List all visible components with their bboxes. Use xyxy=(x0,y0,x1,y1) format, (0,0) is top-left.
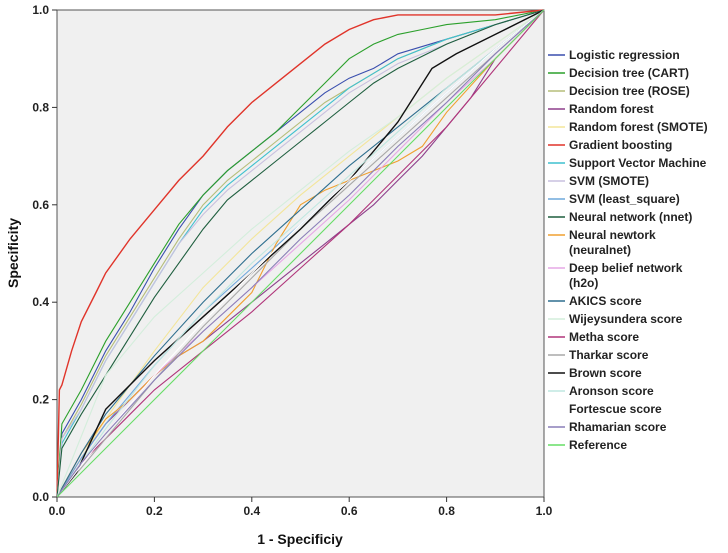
x-tick-label: 0.6 xyxy=(341,504,358,518)
legend-item: Brown score xyxy=(548,366,642,380)
legend-label: (h2o) xyxy=(569,276,598,290)
legend-item: Rhamarian score xyxy=(548,420,667,434)
y-tick-label: 0.4 xyxy=(32,295,49,309)
legend-label: Fortescue score xyxy=(569,402,662,416)
legend-label: Rhamarian score xyxy=(569,420,667,434)
x-tick-label: 0.4 xyxy=(243,504,260,518)
legend-item: Metha score xyxy=(548,330,639,344)
legend-label: Metha score xyxy=(569,330,639,344)
legend-item: Gradient boosting xyxy=(548,138,672,152)
series-line-decision-tree-cart xyxy=(56,9,545,498)
legend-label: Tharkar score xyxy=(569,348,649,362)
legend-label: SVM (least_square) xyxy=(569,192,680,206)
y-tick-label: 0.0 xyxy=(32,490,49,504)
legend-label: Gradient boosting xyxy=(569,138,672,152)
legend-item: Neural network (nnet) xyxy=(548,210,692,224)
series-line-gradient-boosting xyxy=(56,9,545,498)
x-tick-label: 0.0 xyxy=(49,504,66,518)
series-line-svm-smote xyxy=(56,9,545,498)
y-tick-label: 0.2 xyxy=(32,393,49,407)
legend-label: Logistic regression xyxy=(569,48,680,62)
legend-item: Logistic regression xyxy=(548,48,680,62)
x-axis-title: 1 - Specificiy xyxy=(257,531,343,547)
legend-item: Neural newtork(neuralnet) xyxy=(548,228,656,257)
legend-item: Aronson score xyxy=(548,384,654,398)
legend-item: Decision tree (CART) xyxy=(548,66,689,80)
legend-label: Decision tree (ROSE) xyxy=(569,84,690,98)
legend: Logistic regression Decision tree (CART) D… xyxy=(548,48,708,452)
legend-item: AKICS score xyxy=(548,294,642,308)
legend-label: SVM (SMOTE) xyxy=(569,174,649,188)
y-tick-label: 0.8 xyxy=(32,100,49,114)
series-line-neural-newtork-neuralnet xyxy=(56,9,545,498)
legend-label: Aronson score xyxy=(569,384,654,398)
legend-item: Decision tree (ROSE) xyxy=(548,84,690,98)
x-tick-label: 0.2 xyxy=(146,504,163,518)
series-line-fortescue-score xyxy=(56,9,545,498)
legend-label: AKICS score xyxy=(569,294,642,308)
legend-label: Random forest (SMOTE) xyxy=(569,120,708,134)
legend-label: Decision tree (CART) xyxy=(569,66,689,80)
legend-item: Deep belief network(h2o) xyxy=(548,261,683,290)
x-tick-label: 0.8 xyxy=(438,504,455,518)
legend-label: Reference xyxy=(569,438,627,452)
legend-label: Neural newtork xyxy=(569,228,656,242)
legend-item: Fortescue score xyxy=(548,402,662,416)
legend-item: Random forest xyxy=(548,102,654,116)
legend-item: SVM (least_square) xyxy=(548,192,680,206)
x-tick-label: 1.0 xyxy=(536,504,553,518)
legend-item: Wijeysundera score xyxy=(548,312,683,326)
legend-label: Support Vector Machine xyxy=(569,156,707,170)
legend-label: Random forest xyxy=(569,102,654,116)
legend-item: SVM (SMOTE) xyxy=(548,174,649,188)
series-line-rhamarian-score xyxy=(56,9,545,498)
legend-label: Deep belief network xyxy=(569,261,683,275)
y-tick-label: 1.0 xyxy=(32,3,49,17)
legend-box xyxy=(546,44,726,456)
series-layer xyxy=(56,9,545,498)
legend-item: Reference xyxy=(548,438,627,452)
legend-label: Neural network (nnet) xyxy=(569,210,692,224)
legend-label: Wijeysundera score xyxy=(569,312,683,326)
series-line-brown-score xyxy=(56,9,545,498)
series-line-aronson-score xyxy=(56,9,545,498)
legend-item: Tharkar score xyxy=(548,348,649,362)
series-line-reference xyxy=(56,9,545,498)
legend-label: Brown score xyxy=(569,366,642,380)
y-axis-title: Specificity xyxy=(5,218,21,288)
axes-layer: 0.0 0.2 0.4 0.6 0.8 1.0 0.0 0.2 0.4 0.6 0.8 1.0 xyxy=(32,3,552,518)
legend-item: Support Vector Machine xyxy=(548,156,707,170)
legend-item: Random forest (SMOTE) xyxy=(548,120,708,134)
y-tick-label: 0.6 xyxy=(32,198,49,212)
series-line-wijeysundera-score xyxy=(56,9,545,498)
legend-label: (neuralnet) xyxy=(569,243,631,257)
